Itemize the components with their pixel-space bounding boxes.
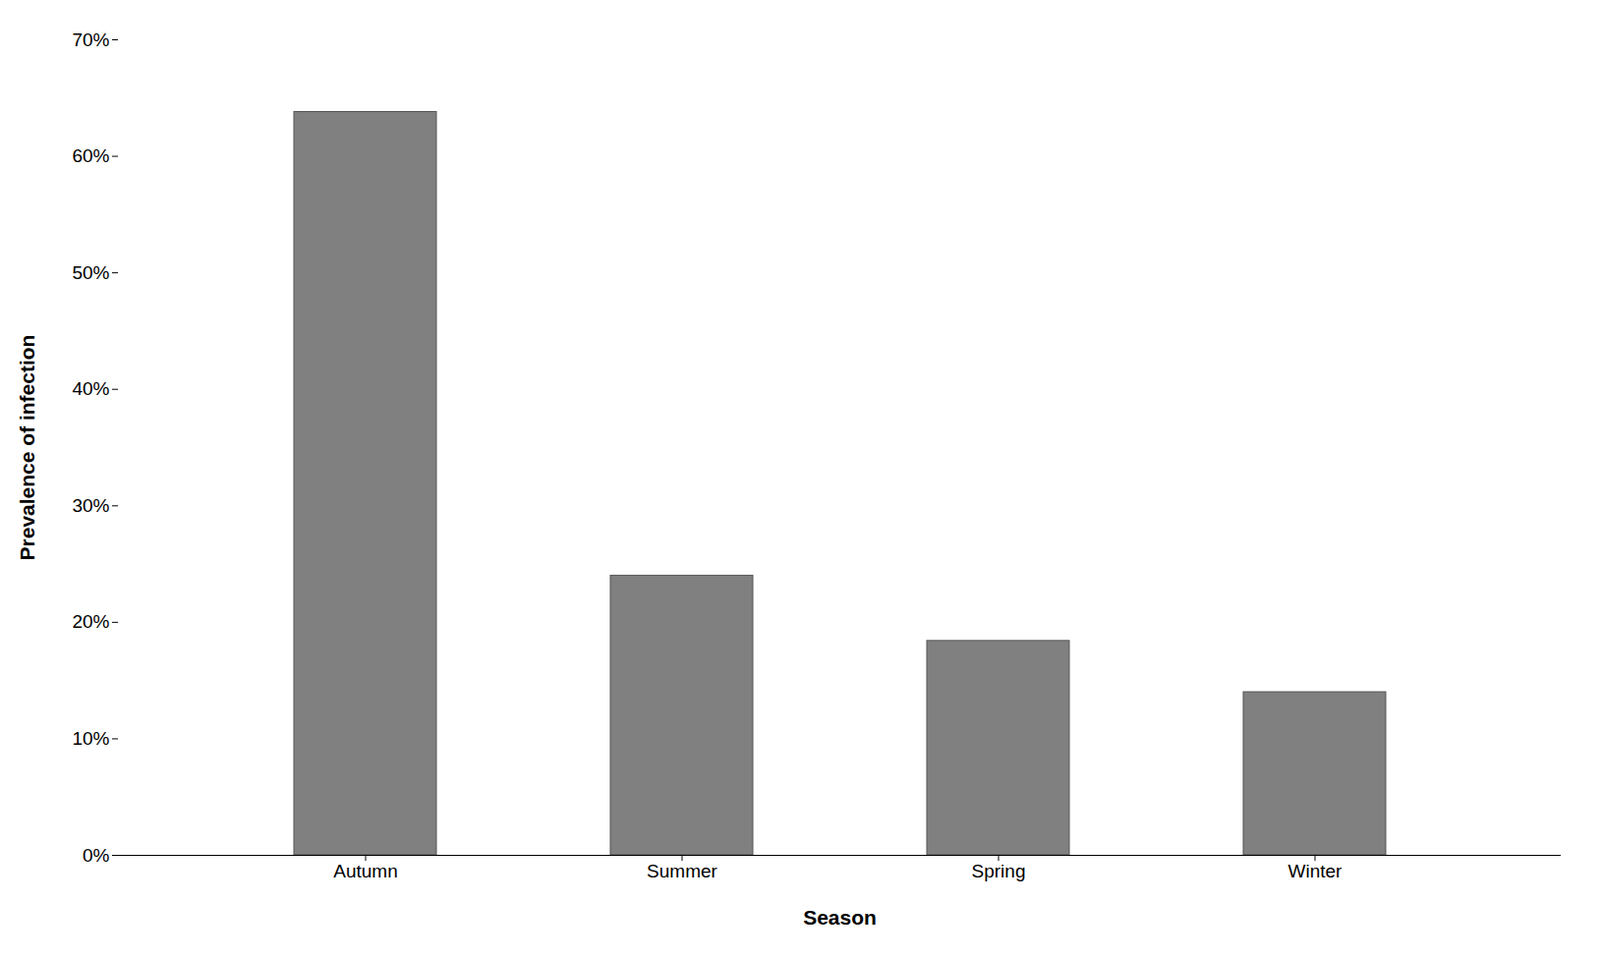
- svg-text:Season: Season: [802, 906, 877, 929]
- svg-text:Spring: Spring: [971, 860, 1027, 882]
- svg-text:0%: 0%: [82, 845, 111, 866]
- svg-text:50%: 50%: [71, 262, 110, 284]
- svg-text:30%: 30%: [71, 495, 110, 516]
- svg-text:40%: 40%: [71, 378, 110, 400]
- svg-text:70%: 70%: [71, 29, 110, 51]
- svg-text:20%: 20%: [71, 611, 110, 632]
- svg-text:60%: 60%: [71, 145, 110, 167]
- svg-text:10%: 10%: [71, 728, 110, 749]
- svg-text:Winter: Winter: [1288, 860, 1344, 882]
- svg-text:Prevalence of infection: Prevalence of infection: [15, 335, 39, 562]
- svg-text:Summer: Summer: [646, 860, 718, 882]
- svg-text:Autumn: Autumn: [333, 860, 398, 882]
